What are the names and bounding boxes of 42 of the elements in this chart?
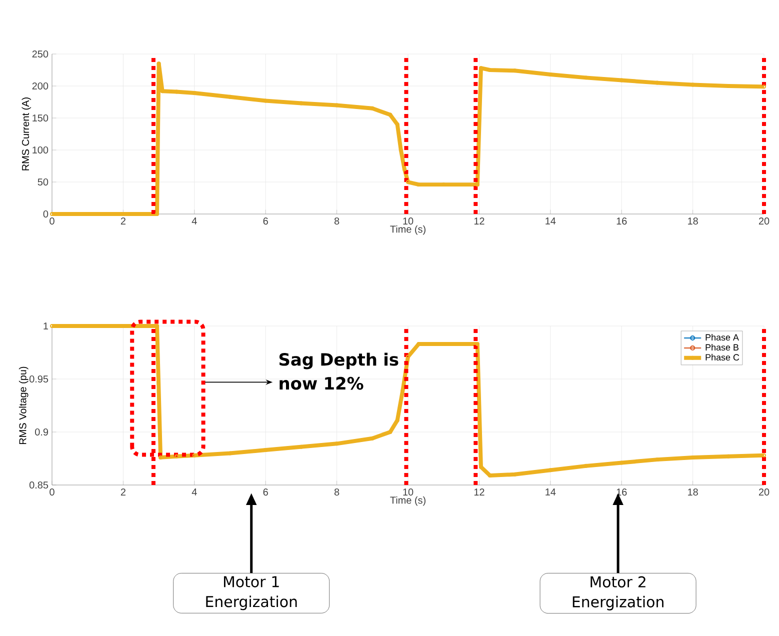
x-tick-label: 14: [546, 488, 556, 496]
x-tick-label: 18: [688, 488, 698, 496]
x-tick-label: 20: [758, 218, 770, 225]
y-axis-title: RMS Current (A): [22, 98, 32, 170]
y-tick-label: 0.85: [29, 481, 48, 489]
x-tick-label: 8: [334, 488, 340, 496]
x-tick-label: 12: [474, 488, 484, 496]
x-tick-label: 6: [263, 488, 268, 496]
y-axis-title: RMS Voltage (pu): [18, 366, 28, 444]
text: Motor 1 Energization: [206, 576, 297, 610]
text: Motor 2 Energization: [572, 576, 664, 610]
x-axis-title: Time (s): [390, 496, 426, 506]
x-tick-label: 10: [403, 218, 414, 225]
legend-label: Phase C: [706, 354, 740, 361]
legend-label: Phase A: [706, 334, 739, 341]
x-tick-label: 12: [474, 218, 484, 224]
x-tick-label: 20: [758, 488, 770, 496]
y-tick-label: 1: [44, 322, 48, 330]
y-tick-label: 0: [43, 210, 48, 218]
legend-label: Phase B: [706, 344, 738, 351]
y-tick-label: 100: [32, 146, 48, 154]
y-tick-label: 0.9: [35, 428, 48, 436]
x-tick-label: 0: [50, 488, 54, 496]
x-tick-label: 4: [192, 218, 197, 224]
x-tick-label: 18: [688, 218, 698, 225]
x-tick-label: 0: [50, 218, 54, 225]
x-tick-label: 16: [616, 218, 627, 225]
x-tick-label: 10: [403, 488, 414, 496]
y-tick-label: 200: [32, 82, 48, 90]
x-tick-label: 8: [334, 218, 340, 225]
y-tick-label: 50: [38, 178, 48, 186]
y-tick-label: 0.95: [29, 375, 48, 383]
x-tick-label: 16: [616, 488, 627, 496]
x-tick-label: 2: [120, 488, 126, 496]
y-tick-label: 150: [32, 114, 48, 122]
x-tick-label: 2: [120, 218, 126, 224]
x-tick-label: 6: [263, 218, 268, 225]
y-tick-label: 250: [32, 50, 48, 58]
x-tick-label: 14: [546, 218, 556, 224]
x-tick-label: 4: [192, 488, 197, 496]
x-axis-title: Time (s): [390, 225, 426, 235]
annotation: Sag Depth is now 12%: [279, 352, 398, 390]
